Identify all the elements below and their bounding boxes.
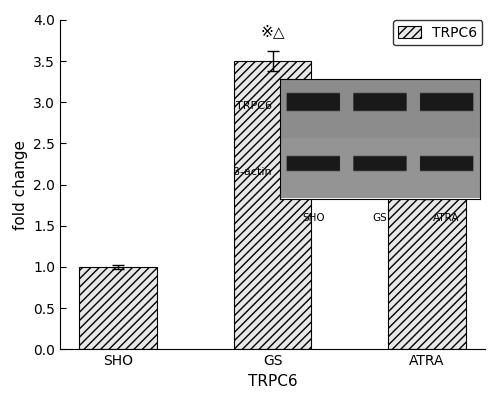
Text: ※△: ※△ (260, 24, 285, 39)
Text: ※: ※ (420, 159, 434, 174)
Text: ATRA: ATRA (434, 213, 460, 223)
Text: SHO: SHO (302, 213, 324, 223)
Y-axis label: fold change: fold change (12, 140, 28, 229)
Text: GS: GS (372, 213, 388, 223)
Bar (80, 267, 156, 349)
Bar (234, 61, 311, 349)
Text: β-actin: β-actin (234, 167, 272, 177)
Legend: TRPC6: TRPC6 (392, 20, 482, 45)
X-axis label: TRPC6: TRPC6 (248, 374, 298, 389)
Bar (388, 191, 466, 349)
Text: TRPC6: TRPC6 (236, 100, 272, 111)
